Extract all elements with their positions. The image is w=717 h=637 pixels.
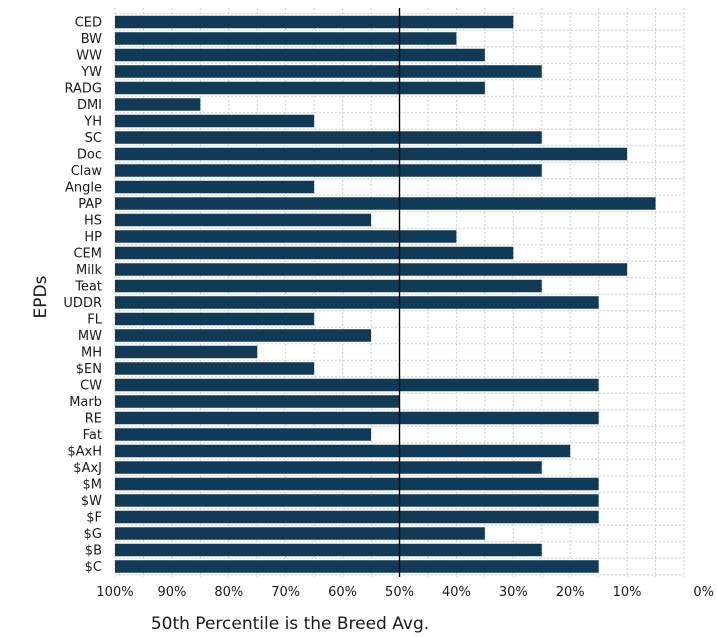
x-tick-label: 20% [556,585,585,600]
x-tick-label: 60% [328,585,357,600]
category-label: PAP [78,197,102,212]
bar-c [115,560,599,573]
bar-milk [115,263,628,276]
category-label: DMI [77,98,102,113]
bar-re [115,411,599,425]
category-label: $C [85,560,102,575]
category-label: Claw [71,164,103,179]
bar-marb [115,395,400,408]
x-tick-label: 0% [693,585,714,600]
category-label: BW [81,32,102,47]
bar-cw [115,378,599,392]
x-tick-label: 80% [214,585,243,600]
category-label: Teat [74,280,102,295]
bar-g [115,527,485,540]
bar-f [115,510,599,524]
bar-cem [115,246,514,260]
bar-mw [115,329,372,342]
x-tick-label: 10% [613,585,642,600]
category-label: $G [84,527,102,542]
bar-dmi [115,98,201,111]
bar-mh [115,345,258,359]
category-label: YW [80,65,102,80]
category-label: Milk [76,263,102,278]
bar-axj [115,461,542,474]
bar-doc [115,147,628,161]
bar-pap [115,197,656,210]
bar-ww [115,48,485,62]
category-label: CW [80,379,102,394]
x-tick-label: 40% [442,585,471,600]
category-label: YH [83,115,102,130]
category-label: Angle [65,181,102,196]
category-label: $B [85,544,102,559]
bar-angle [115,180,315,194]
x-tick-label: 100% [96,585,133,600]
category-label: UDDR [63,296,102,311]
category-label: MH [81,346,102,361]
category-label: SC [85,131,102,146]
category-label: MW [78,329,102,344]
category-label: $EN [76,362,102,377]
category-label: HP [84,230,102,245]
category-label: Fat [83,428,102,443]
bar-teat [115,279,542,293]
bar-fl [115,312,315,326]
bar-w [115,494,599,507]
x-tick-label: 50% [385,585,414,600]
category-label: $F [86,511,102,526]
bar-ced [115,15,514,29]
x-tick-label: 90% [157,585,186,600]
category-label: Marb [69,395,102,410]
x-axis-title: 50th Percentile is the Breed Avg. [151,614,429,634]
x-tick-label: 70% [271,585,300,600]
y-axis-title: EPDs [31,275,51,318]
bar-fat [115,428,372,441]
category-label: Doc [77,148,102,163]
bar-radg [115,81,485,95]
bars [115,15,656,573]
bar-axh [115,444,571,458]
bar-yw [115,65,542,78]
bar-hs [115,213,372,227]
category-label: $AxH [67,445,102,460]
category-label: HS [84,214,102,229]
bar-b [115,543,542,557]
category-label: CED [75,16,102,31]
x-tick-label: 30% [499,585,528,600]
bar-claw [115,164,542,177]
x-tick-labels: 100% 90% 80% 70% 60% 50% 40% 30% 20% 10% 0% [96,585,714,600]
bar-en [115,362,315,375]
category-label: $W [81,494,102,509]
category-label: RADG [65,82,102,97]
bar-bw [115,32,457,45]
bar-m [115,477,599,491]
bar-yh [115,114,315,128]
category-label: RE [85,412,102,427]
category-label: $AxJ [73,461,102,476]
category-label: WW [76,49,102,64]
category-label: FL [87,313,102,328]
category-label: $M [83,478,103,493]
category-label: CEM [73,247,102,262]
bar-uddr [115,296,599,309]
bar-hp [115,230,457,243]
bar-sc [115,131,542,144]
